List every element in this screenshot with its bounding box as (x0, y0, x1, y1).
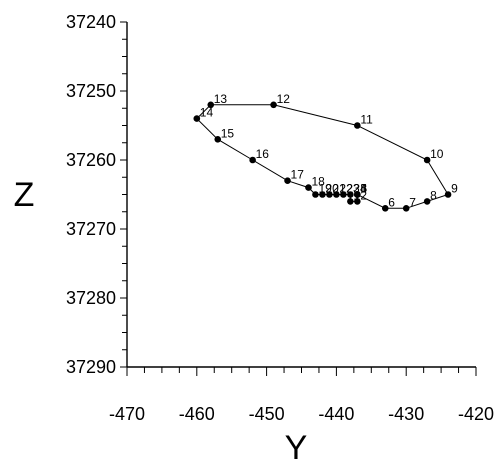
x-tick-label: -450 (249, 404, 285, 424)
data-point (312, 191, 319, 198)
tick-marks (120, 21, 477, 376)
y-tick-label: 37260 (66, 150, 116, 170)
data-point (347, 198, 354, 205)
x-tick-label: -430 (388, 404, 424, 424)
point-label: 11 (360, 113, 373, 127)
point-label: 12 (277, 92, 291, 106)
data-point (444, 191, 452, 198)
data-point (340, 191, 347, 198)
point-label: 20 (325, 182, 339, 196)
point-label: 4 (360, 182, 367, 196)
y-tick-label: 37290 (66, 357, 116, 377)
data-point (402, 205, 410, 212)
point-label: 15 (221, 126, 235, 140)
point-label: 14 (200, 106, 214, 120)
point-label: 8 (430, 188, 437, 202)
point-label: 21 (332, 182, 346, 196)
x-axis-title: Y (285, 429, 308, 463)
data-point (270, 101, 277, 109)
point-label: 10 (430, 147, 444, 161)
point-label: 16 (256, 147, 270, 161)
data-point (193, 115, 201, 122)
data-point (354, 122, 361, 129)
point-label: 13 (214, 92, 228, 106)
data-point (347, 191, 354, 198)
data-point (249, 156, 256, 164)
y-tick-label: 37240 (66, 12, 116, 32)
point-label: 1 (353, 188, 360, 202)
x-tick-label: -460 (179, 404, 215, 424)
data-point (214, 136, 222, 143)
y-tick-label: 37280 (66, 288, 116, 308)
data-point (207, 101, 215, 109)
data-point (423, 198, 431, 205)
point-label: 24 (353, 182, 367, 196)
point-label: 2 (360, 188, 367, 202)
point-label: 6 (388, 195, 395, 209)
point-label: 19 (318, 182, 332, 196)
data-point (423, 156, 431, 164)
x-tick-labels: -470 -460 -450 -440 -430 -420 (109, 404, 494, 424)
data-point (319, 191, 326, 198)
data-point (305, 184, 312, 191)
data-point (381, 205, 389, 212)
y-tick-label: 37250 (66, 81, 116, 101)
x-tick-label: -420 (458, 404, 494, 424)
y-axis-title: Z (14, 176, 35, 214)
data-point (326, 191, 333, 198)
point-label: 5 (360, 182, 367, 196)
point-label: 22 (339, 182, 353, 196)
x-tick-label: -470 (109, 404, 145, 424)
x-tick-label: -440 (318, 404, 354, 424)
y-tick-label: 37270 (66, 219, 116, 239)
point-label: 7 (409, 195, 416, 209)
axes (126, 22, 476, 368)
point-label: 23 (346, 182, 360, 196)
data-point (333, 191, 340, 198)
data-point (354, 191, 361, 198)
data-point (354, 198, 361, 205)
point-label: 3 (360, 182, 367, 196)
point-label: 18 (311, 175, 325, 189)
data-points (193, 101, 452, 212)
point-label: 17 (291, 168, 305, 182)
point-label: 9 (451, 182, 458, 196)
y-tick-labels: 37240 37250 37260 37270 37280 37290 (66, 12, 116, 377)
data-point (284, 177, 291, 184)
